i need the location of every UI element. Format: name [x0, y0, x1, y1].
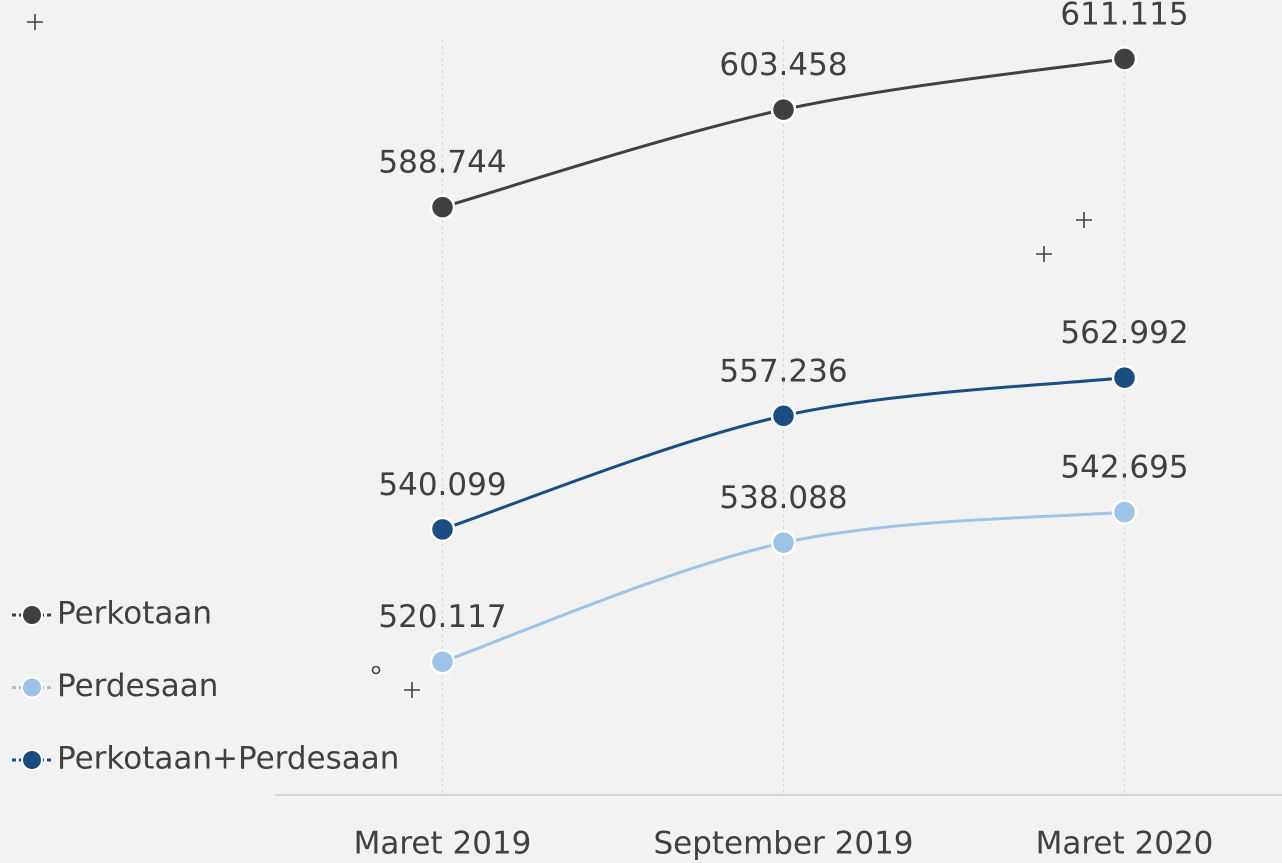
legend-item: Perkotaan	[12, 596, 212, 632]
data-label: 603.458	[719, 47, 847, 83]
cross	[404, 682, 420, 698]
point	[429, 648, 456, 675]
x-tick-label: Maret 2020	[1036, 826, 1214, 862]
legend-label: Perkotaan+Perdesaan	[57, 741, 399, 777]
point	[770, 403, 797, 429]
legend-marker	[21, 676, 43, 699]
legend-label: Perkotaan	[57, 596, 212, 632]
data-label: 557.236	[719, 353, 847, 389]
legend-item: Perkotaan+Perdesaan	[12, 741, 399, 777]
x-tick-label: September 2019	[653, 826, 913, 862]
legend-marker	[21, 604, 43, 626]
point	[1111, 364, 1138, 391]
cross	[1076, 212, 1092, 228]
cross	[1036, 246, 1052, 262]
data-label: 611.115	[1060, 0, 1188, 32]
ring	[371, 665, 381, 675]
decorations	[27, 14, 1092, 698]
data-label: 538.088	[719, 480, 847, 516]
x-tick-label: Maret 2019	[354, 826, 532, 862]
data-label: 540.099	[378, 467, 506, 503]
data-label: 520.117	[378, 599, 506, 635]
legend-label: Perdesaan	[57, 668, 218, 704]
data-label: 562.992	[1060, 315, 1188, 351]
point	[770, 96, 797, 123]
data-label: 588.744	[378, 145, 506, 181]
point	[1111, 46, 1138, 72]
legend-marker	[21, 749, 43, 771]
cross	[27, 14, 43, 30]
legend-item: Perdesaan	[12, 668, 218, 704]
point	[770, 529, 797, 556]
point	[429, 516, 456, 543]
point	[1111, 499, 1138, 525]
data-label: 542.695	[1060, 450, 1188, 486]
point	[429, 194, 456, 220]
